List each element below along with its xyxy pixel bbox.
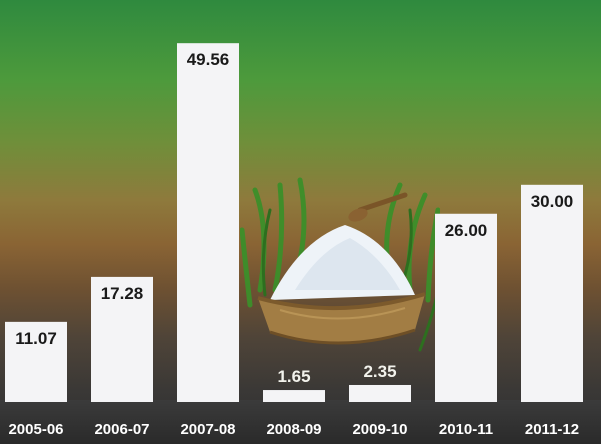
value-label-2008-09: 1.65 [277, 367, 310, 386]
axis-band [0, 400, 601, 444]
x-tick-label-2009-10: 2009-10 [352, 421, 407, 438]
x-tick-label-2011-12: 2011-12 [525, 421, 579, 438]
x-tick-label-2008-09: 2008-09 [266, 421, 321, 438]
value-label-2007-08: 49.56 [187, 50, 230, 69]
salt-sack-icon [240, 177, 440, 352]
value-label-2009-10: 2.35 [363, 362, 396, 381]
bar-2006-07 [91, 276, 153, 402]
x-tick-label-2006-07: 2006-07 [94, 421, 149, 438]
value-label-2005-06: 11.07 [15, 329, 57, 348]
bar-2007-08 [177, 43, 239, 402]
x-tick-label-2007-08: 2007-08 [180, 421, 235, 438]
bar-2008-09 [263, 390, 325, 402]
bar-2010-11 [435, 213, 497, 402]
x-tick-label-2010-11: 2010-11 [439, 421, 493, 438]
bar-2009-10 [349, 384, 411, 402]
bar-2005-06 [5, 321, 67, 402]
x-tick-label-2005-06: 2005-06 [8, 421, 63, 438]
value-label-2010-11: 26.00 [445, 221, 488, 240]
bar-2011-12 [521, 184, 583, 402]
value-label-2006-07: 17.28 [101, 284, 144, 303]
value-label-2011-12: 30.00 [531, 192, 574, 211]
